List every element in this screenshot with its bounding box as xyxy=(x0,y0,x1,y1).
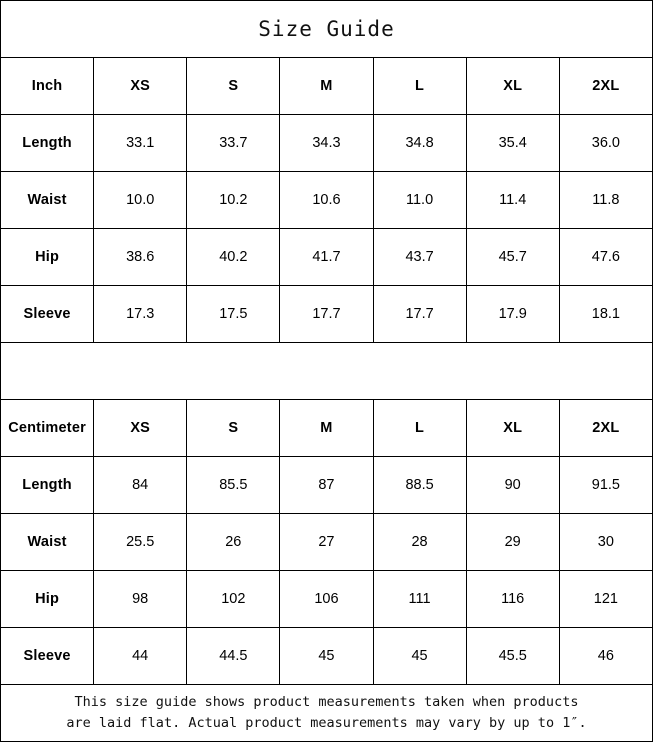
cell-cm-sleeve-l: 45 xyxy=(372,627,467,685)
note-line-2: are laid flat. Actual product measuremen… xyxy=(66,715,587,731)
table-spacer xyxy=(0,342,653,400)
cell-inch-hip-2xl: 47.6 xyxy=(558,228,653,286)
unit-header-inch: Inch xyxy=(0,57,95,115)
table-row: Length 84 85.5 87 88.5 90 91.5 xyxy=(0,456,653,514)
size-header-cm-xl: XL xyxy=(465,399,560,457)
cell-inch-waist-m: 10.6 xyxy=(279,171,374,229)
size-guide-note: This size guide shows product measuremen… xyxy=(0,684,653,742)
measure-label-length-inch: Length xyxy=(0,114,95,172)
cell-cm-length-s: 85.5 xyxy=(186,456,281,514)
measure-label-sleeve-cm: Sleeve xyxy=(0,627,95,685)
cell-inch-waist-s: 10.2 xyxy=(186,171,281,229)
cell-inch-sleeve-xl: 17.9 xyxy=(465,285,560,343)
size-header-xs: XS xyxy=(93,57,188,115)
centimeter-header-row: Centimeter XS S M L XL 2XL xyxy=(0,399,653,457)
cell-inch-sleeve-l: 17.7 xyxy=(372,285,467,343)
cell-inch-hip-m: 41.7 xyxy=(279,228,374,286)
cell-cm-hip-xs: 98 xyxy=(93,570,188,628)
cell-cm-hip-l: 111 xyxy=(372,570,467,628)
measure-label-sleeve-inch: Sleeve xyxy=(0,285,95,343)
cell-cm-waist-l: 28 xyxy=(372,513,467,571)
unit-header-centimeter: Centimeter xyxy=(0,399,95,457)
size-header-cm-m: M xyxy=(279,399,374,457)
table-row: Sleeve 17.3 17.5 17.7 17.7 17.9 18.1 xyxy=(0,285,653,343)
cell-inch-hip-xl: 45.7 xyxy=(465,228,560,286)
measure-label-hip-cm: Hip xyxy=(0,570,95,628)
table-row: Waist 10.0 10.2 10.6 11.0 11.4 11.8 xyxy=(0,171,653,229)
cell-cm-sleeve-xs: 44 xyxy=(93,627,188,685)
page-title: Size Guide xyxy=(0,0,653,58)
cell-cm-length-l: 88.5 xyxy=(372,456,467,514)
cell-cm-waist-xs: 25.5 xyxy=(93,513,188,571)
cell-inch-hip-l: 43.7 xyxy=(372,228,467,286)
cell-cm-length-xs: 84 xyxy=(93,456,188,514)
table-spacer-row xyxy=(0,342,653,400)
cell-cm-sleeve-m: 45 xyxy=(279,627,374,685)
cell-inch-hip-xs: 38.6 xyxy=(93,228,188,286)
table-row: Hip 38.6 40.2 41.7 43.7 45.7 47.6 xyxy=(0,228,653,286)
cell-inch-length-l: 34.8 xyxy=(372,114,467,172)
cell-inch-length-2xl: 36.0 xyxy=(558,114,653,172)
cell-cm-hip-xl: 116 xyxy=(465,570,560,628)
size-header-2xl: 2XL xyxy=(558,57,653,115)
size-header-l: L xyxy=(372,57,467,115)
size-header-cm-l: L xyxy=(372,399,467,457)
cell-inch-length-m: 34.3 xyxy=(279,114,374,172)
cell-inch-sleeve-m: 17.7 xyxy=(279,285,374,343)
measure-label-waist-inch: Waist xyxy=(0,171,95,229)
cell-cm-waist-m: 27 xyxy=(279,513,374,571)
cell-cm-hip-2xl: 121 xyxy=(558,570,653,628)
table-row: Sleeve 44 44.5 45 45 45.5 46 xyxy=(0,627,653,685)
measure-label-length-cm: Length xyxy=(0,456,95,514)
table-row: Waist 25.5 26 27 28 29 30 xyxy=(0,513,653,571)
cell-cm-waist-xl: 29 xyxy=(465,513,560,571)
cell-cm-sleeve-s: 44.5 xyxy=(186,627,281,685)
cell-cm-sleeve-2xl: 46 xyxy=(558,627,653,685)
cell-cm-sleeve-xl: 45.5 xyxy=(465,627,560,685)
size-header-cm-xs: XS xyxy=(93,399,188,457)
cell-cm-hip-m: 106 xyxy=(279,570,374,628)
cell-inch-hip-s: 40.2 xyxy=(186,228,281,286)
size-header-cm-s: S xyxy=(186,399,281,457)
size-header-m: M xyxy=(279,57,374,115)
measure-label-hip-inch: Hip xyxy=(0,228,95,286)
cell-inch-sleeve-xs: 17.3 xyxy=(93,285,188,343)
cell-cm-length-2xl: 91.5 xyxy=(558,456,653,514)
size-header-s: S xyxy=(186,57,281,115)
cell-cm-waist-s: 26 xyxy=(186,513,281,571)
inch-header-row: Inch XS S M L XL 2XL xyxy=(0,57,653,115)
cell-inch-length-xs: 33.1 xyxy=(93,114,188,172)
size-header-xl: XL xyxy=(465,57,560,115)
cell-cm-hip-s: 102 xyxy=(186,570,281,628)
cell-inch-sleeve-s: 17.5 xyxy=(186,285,281,343)
note-line-1: This size guide shows product measuremen… xyxy=(74,694,579,711)
table-row: Length 33.1 33.7 34.3 34.8 35.4 36.0 xyxy=(0,114,653,172)
title-row: Size Guide xyxy=(0,0,653,58)
table-row: Hip 98 102 106 111 116 121 xyxy=(0,570,653,628)
size-header-cm-2xl: 2XL xyxy=(558,399,653,457)
cell-inch-sleeve-2xl: 18.1 xyxy=(558,285,653,343)
footer-note-row: This size guide shows product measuremen… xyxy=(0,684,653,742)
cell-inch-length-xl: 35.4 xyxy=(465,114,560,172)
cell-cm-waist-2xl: 30 xyxy=(558,513,653,571)
cell-inch-length-s: 33.7 xyxy=(186,114,281,172)
cell-cm-length-m: 87 xyxy=(279,456,374,514)
cell-inch-waist-xs: 10.0 xyxy=(93,171,188,229)
cell-cm-length-xl: 90 xyxy=(465,456,560,514)
cell-inch-waist-xl: 11.4 xyxy=(465,171,560,229)
cell-inch-waist-2xl: 11.8 xyxy=(558,171,653,229)
cell-inch-waist-l: 11.0 xyxy=(372,171,467,229)
measure-label-waist-cm: Waist xyxy=(0,513,95,571)
